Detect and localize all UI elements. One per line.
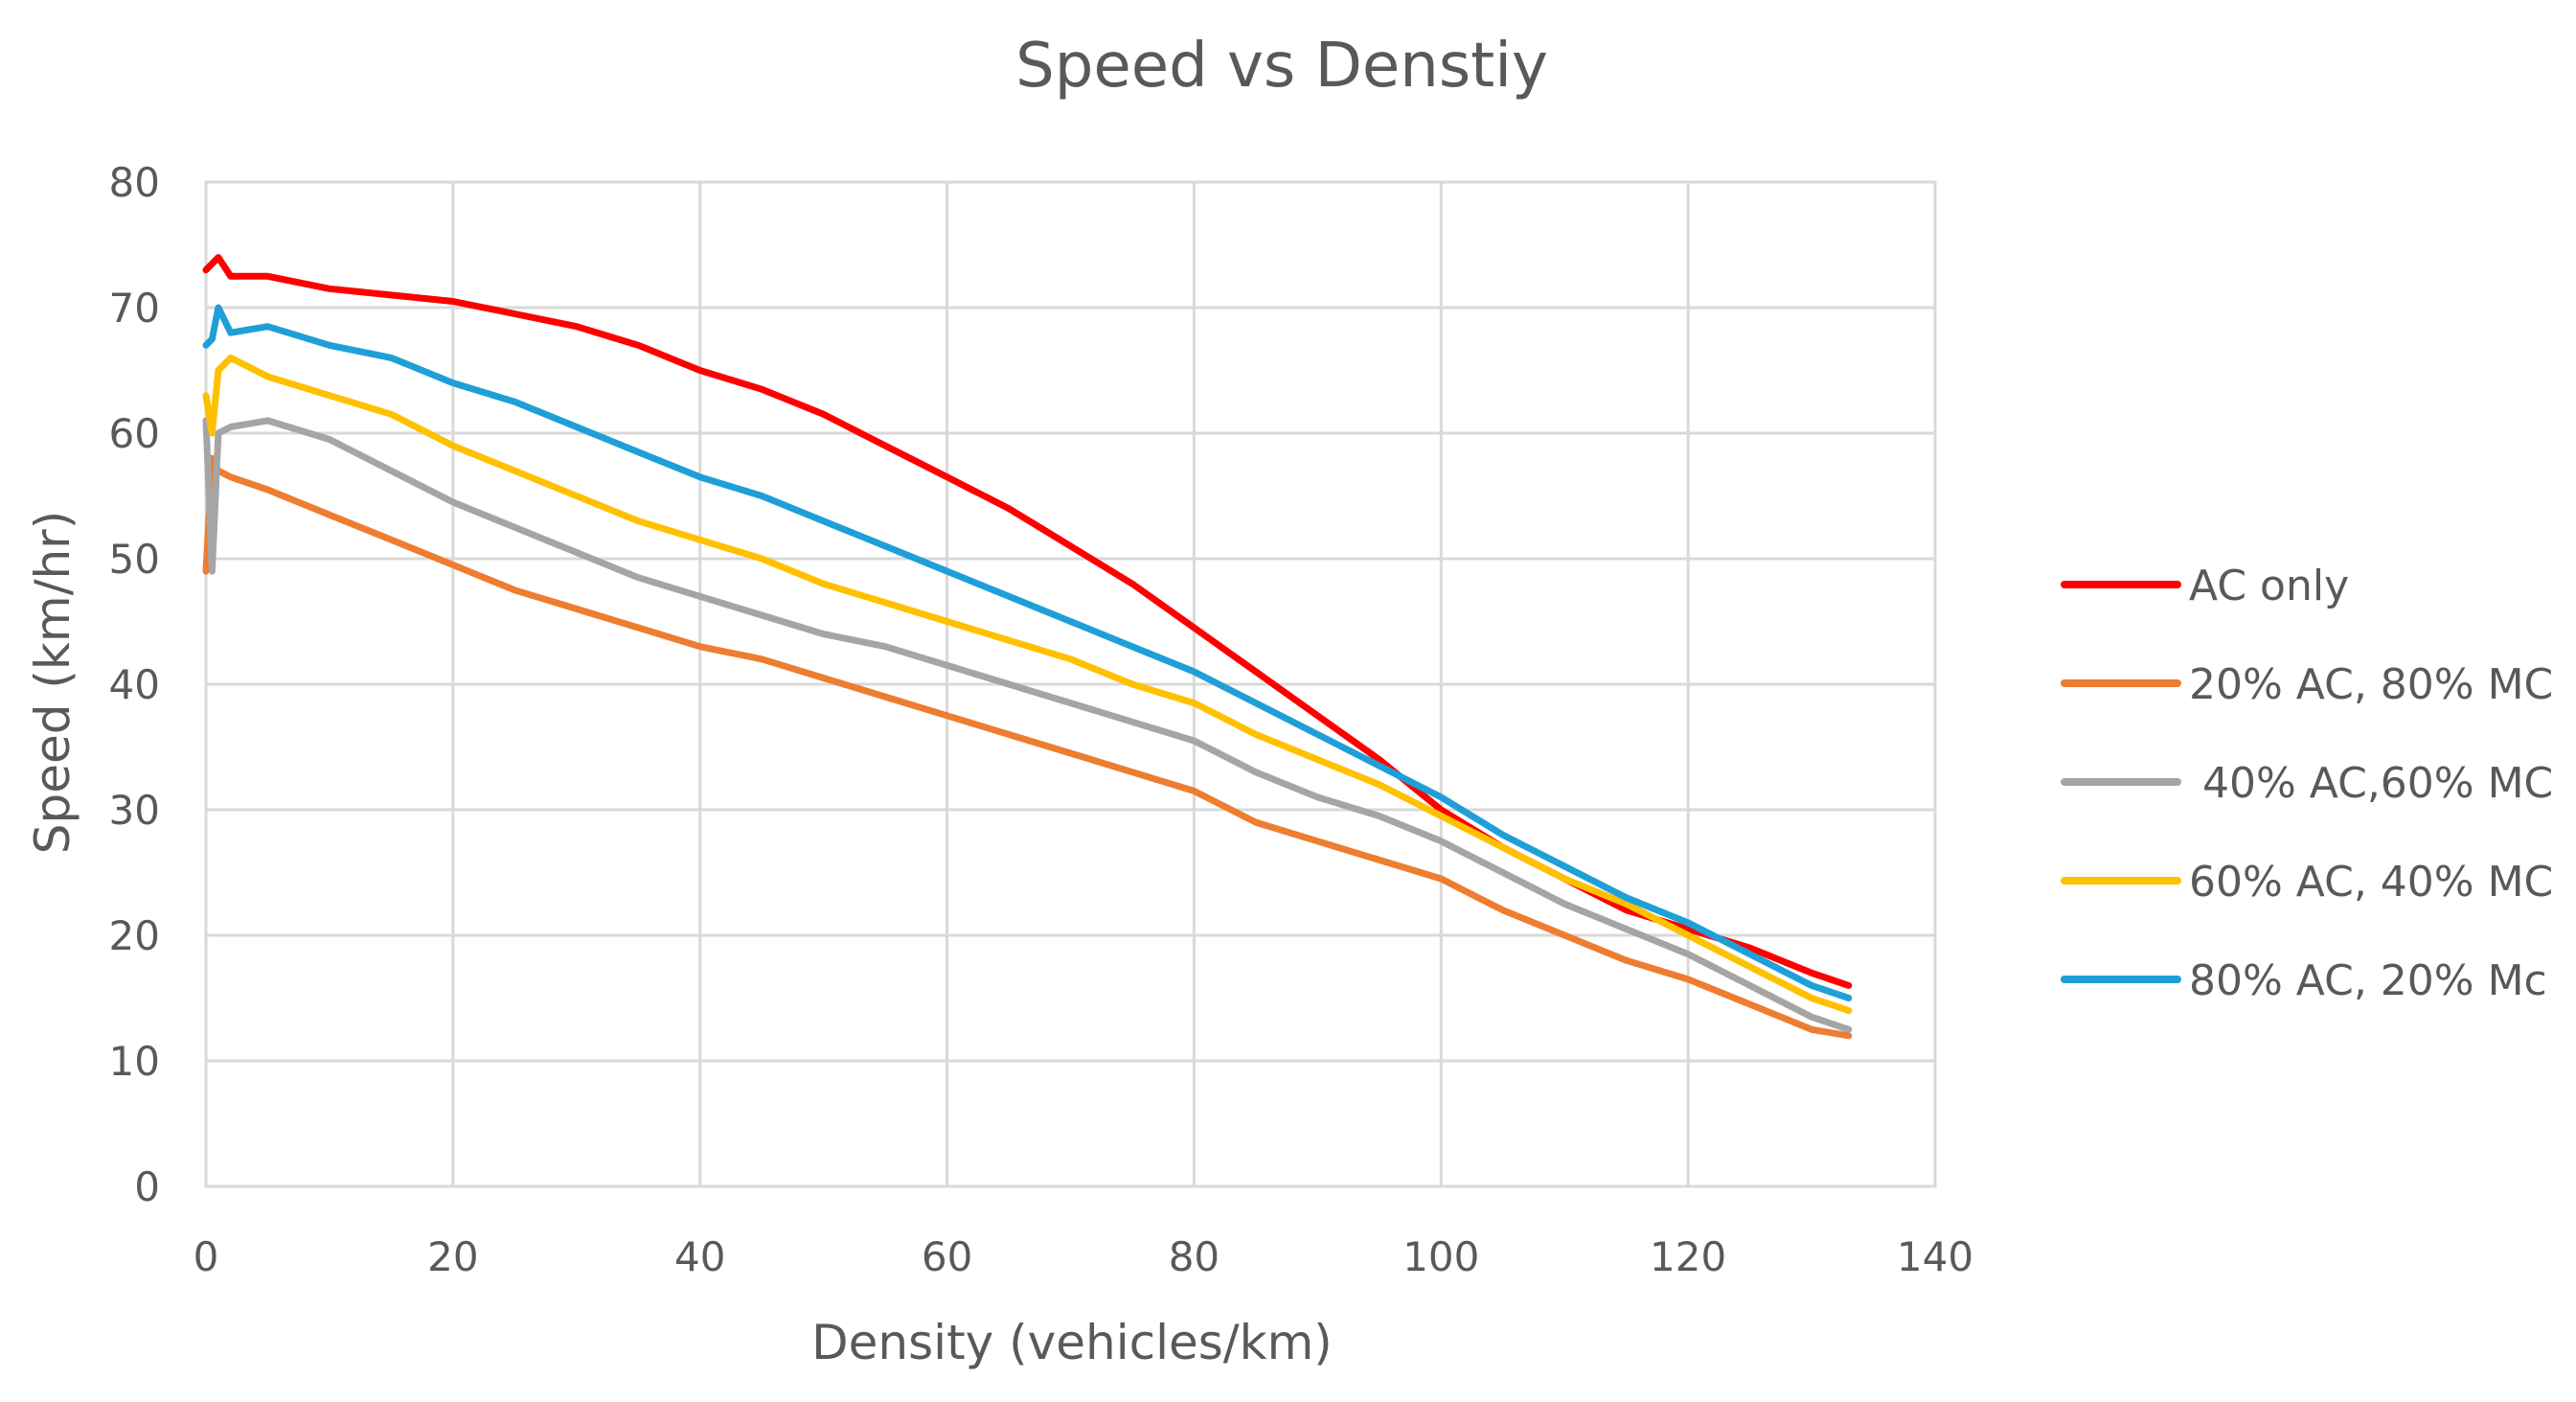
- x-tick-label: 60: [922, 1233, 972, 1280]
- series-line-3: [202, 417, 1853, 1033]
- x-tick-label: 140: [1897, 1233, 1973, 1280]
- x-tick-label: 100: [1402, 1233, 1479, 1280]
- y-axis-title: Speed (km/hr): [25, 511, 80, 854]
- y-axis-ticks: 0 10 20 30 40 50 60 70 80: [109, 159, 160, 1210]
- y-tick-label: 10: [109, 1038, 160, 1085]
- y-tick-label: 20: [109, 912, 160, 959]
- x-axis-ticks: 0 20 40 60 80 100 120 140: [194, 1233, 1973, 1280]
- series-line-5: [202, 304, 1853, 1001]
- legend-label: 80% AC, 20% Mc: [2189, 956, 2547, 1005]
- y-tick-label: 60: [109, 410, 160, 457]
- series-line-4: [202, 354, 1853, 1015]
- series-lines: [202, 254, 1853, 1040]
- grid: [204, 180, 1937, 1188]
- y-tick-label: 80: [109, 159, 160, 206]
- x-axis-title: Density (vehicles/km): [811, 1315, 1333, 1370]
- x-tick-label: 80: [1169, 1233, 1220, 1280]
- x-tick-label: 120: [1650, 1233, 1726, 1280]
- y-tick-label: 70: [109, 285, 160, 332]
- y-tick-label: 50: [109, 536, 160, 583]
- chart-title: Speed vs Denstiy: [1015, 31, 1548, 102]
- legend-label: 40% AC,60% MC: [2189, 759, 2553, 808]
- series-line-2: [202, 454, 1853, 1040]
- x-tick-label: 0: [194, 1233, 219, 1280]
- x-tick-label: 40: [674, 1233, 725, 1280]
- x-tick-label: 20: [427, 1233, 478, 1280]
- plot-area-border: [204, 180, 1937, 1188]
- legend-label: AC only: [2189, 562, 2349, 610]
- y-tick-label: 30: [109, 787, 160, 834]
- y-tick-label: 40: [109, 661, 160, 708]
- legend-label: 20% AC, 80% MC: [2189, 660, 2553, 709]
- legend: AC only 20% AC, 80% MC 40% AC,60% MC 60% A…: [2061, 562, 2553, 1005]
- y-tick-label: 0: [134, 1163, 160, 1210]
- legend-label: 60% AC, 40% MC: [2189, 858, 2553, 907]
